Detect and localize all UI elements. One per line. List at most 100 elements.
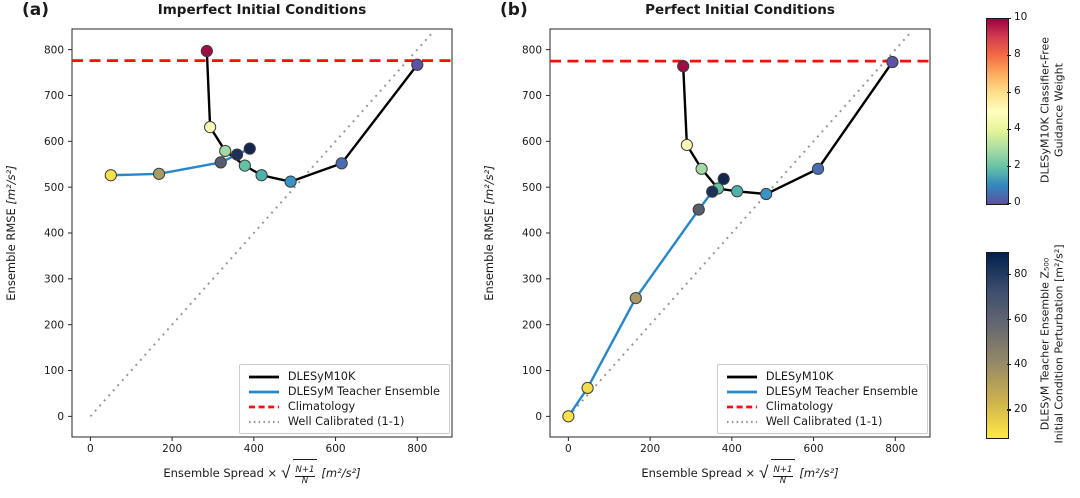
- svg-text:400: 400: [244, 443, 264, 455]
- xlabel-text: Ensemble Spread ×: [163, 465, 278, 480]
- svg-text:600: 600: [522, 136, 542, 148]
- frac-denominator: N: [779, 475, 787, 486]
- climatology-line-swatch: [248, 405, 279, 408]
- colorbar-gradient: [986, 252, 1009, 439]
- svg-text:0: 0: [57, 411, 64, 423]
- svg-text:300: 300: [522, 274, 542, 286]
- svg-text:400: 400: [44, 228, 64, 240]
- legend-label: DLESyM10K: [765, 370, 834, 383]
- colorbar-tick-label: 4: [1014, 122, 1021, 134]
- legend-item-dlesym10k: DLESyM10K: [247, 370, 440, 383]
- xlabel-units: [m²/s²]: [799, 465, 839, 480]
- panel-b-letter: (b): [500, 0, 528, 20]
- well-calibrated-line-swatch: [726, 420, 757, 423]
- legend-item-teacher-ensemble: DLESyM Teacher Ensemble: [247, 385, 440, 398]
- colorbar-tick-label: 20: [1014, 402, 1028, 415]
- legend-label: Climatology: [287, 400, 356, 413]
- colorbar-tick-label: 2: [1014, 159, 1021, 171]
- colorbar-tick-label: 0: [1014, 196, 1021, 208]
- colorbar-tick: [1007, 202, 1011, 204]
- svg-text:300: 300: [44, 274, 64, 286]
- teacher-line-swatch: [248, 390, 279, 393]
- svg-text:600: 600: [326, 443, 346, 455]
- colorbar-tick-label: 60: [1014, 312, 1028, 325]
- teacher-line-swatch: [726, 390, 757, 393]
- legend-item-well-calibrated: Well Calibrated (1-1): [247, 415, 440, 428]
- xlabel-text: Ensemble Spread ×: [641, 465, 756, 480]
- panel-b-plot: 0 200 400 600 800 0 100 200 300 400 500 600 700 800: [522, 28, 931, 455]
- frac-numerator: N+1: [294, 465, 316, 477]
- colorbar-tick: [1007, 91, 1011, 93]
- svg-text:400: 400: [722, 443, 742, 455]
- svg-text:100: 100: [44, 365, 64, 377]
- sqrt-symbol: √: [281, 462, 291, 483]
- legend-label: Climatology: [765, 400, 834, 413]
- colorbar-tick-label: 80: [1014, 267, 1028, 280]
- sqrt-symbol: √: [759, 462, 769, 483]
- dlesym10k-line-swatch: [248, 375, 279, 378]
- panel-a: (a) Imperfect Initial Conditions Ensembl…: [0, 0, 478, 498]
- colorbar-gradient: [986, 18, 1009, 205]
- colorbar-column: DLESyM10K Classifier-Free Guidance Weigh…: [956, 0, 1080, 498]
- svg-text:800: 800: [44, 44, 64, 56]
- svg-text:800: 800: [522, 44, 542, 56]
- svg-text:500: 500: [44, 182, 64, 194]
- panel-b: (b) Perfect Initial Conditions Ensemble …: [478, 0, 956, 498]
- legend-label: DLESyM Teacher Ensemble: [287, 385, 440, 398]
- colorbar-tick: [1007, 128, 1011, 130]
- dlesym10k-line-swatch: [726, 375, 757, 378]
- colorbar-tick: [1007, 364, 1011, 366]
- well-calibrated-line-swatch: [248, 420, 279, 423]
- colorbar-tick-label: 8: [1014, 48, 1021, 60]
- frac-denominator: N: [301, 475, 309, 486]
- svg-text:0: 0: [565, 443, 572, 455]
- ic-perturbation-colorbar-label: DLESyM Teacher Ensemble Z₅₀₀ Initial Con…: [1038, 244, 1066, 444]
- panel-a-xlabel: Ensemble Spread × √ N+1 N [m²/s²]: [72, 459, 452, 487]
- panel-b-legend: DLESyM10K DLESyM Teacher Ensemble Climat…: [716, 364, 928, 434]
- svg-text:700: 700: [44, 90, 64, 102]
- svg-text:800: 800: [885, 443, 905, 455]
- colorbar-tick: [1007, 319, 1011, 321]
- panel-b-xlabel: Ensemble Spread × √ N+1 N [m²/s²]: [550, 459, 930, 487]
- legend-item-well-calibrated: Well Calibrated (1-1): [725, 415, 918, 428]
- colorbar-tick: [1007, 165, 1011, 167]
- panel-a-letter: (a): [22, 0, 50, 20]
- colorbar-tick-label: 6: [1014, 85, 1021, 97]
- colorbar-tick-label: 40: [1014, 357, 1028, 370]
- legend-item-dlesym10k: DLESyM10K: [725, 370, 918, 383]
- colorbar-tick: [1007, 409, 1011, 411]
- svg-text:200: 200: [640, 443, 660, 455]
- legend-label: Well Calibrated (1-1): [765, 415, 883, 428]
- legend-item-teacher-ensemble: DLESyM Teacher Ensemble: [725, 385, 918, 398]
- svg-text:800: 800: [407, 443, 427, 455]
- sqrt-radicand: N+1 N: [292, 459, 318, 487]
- panel-a-plot: 0 200 400 600 800 0 100 200 300 400 500 600 700 800: [44, 28, 453, 455]
- frac-numerator: N+1: [772, 465, 794, 477]
- legend-item-climatology: Climatology: [725, 400, 918, 413]
- svg-text:100: 100: [522, 365, 542, 377]
- svg-text:500: 500: [522, 182, 542, 194]
- sqrt-radicand: N+1 N: [770, 459, 796, 487]
- svg-text:0: 0: [535, 411, 542, 423]
- colorbar-tick: [1007, 54, 1011, 56]
- legend-item-climatology: Climatology: [247, 400, 440, 413]
- legend-label: DLESyM10K: [287, 370, 356, 383]
- climatology-line-swatch: [726, 405, 757, 408]
- svg-text:400: 400: [522, 228, 542, 240]
- legend-label: DLESyM Teacher Ensemble: [765, 385, 918, 398]
- panel-b-title: Perfect Initial Conditions: [645, 2, 835, 18]
- svg-text:600: 600: [44, 136, 64, 148]
- svg-text:600: 600: [804, 443, 824, 455]
- legend-label: Well Calibrated (1-1): [287, 415, 405, 428]
- svg-text:200: 200: [162, 443, 182, 455]
- xlabel-units: [m²/s²]: [321, 465, 361, 480]
- svg-text:0: 0: [87, 443, 94, 455]
- colorbar-tick: [1007, 17, 1011, 19]
- svg-text:700: 700: [522, 90, 542, 102]
- svg-text:200: 200: [522, 319, 542, 331]
- colorbar-tick-label: 10: [1014, 11, 1028, 23]
- panel-a-title: Imperfect Initial Conditions: [157, 2, 367, 18]
- panel-a-legend: DLESyM10K DLESyM Teacher Ensemble Climat…: [238, 364, 450, 434]
- svg-text:200: 200: [44, 319, 64, 331]
